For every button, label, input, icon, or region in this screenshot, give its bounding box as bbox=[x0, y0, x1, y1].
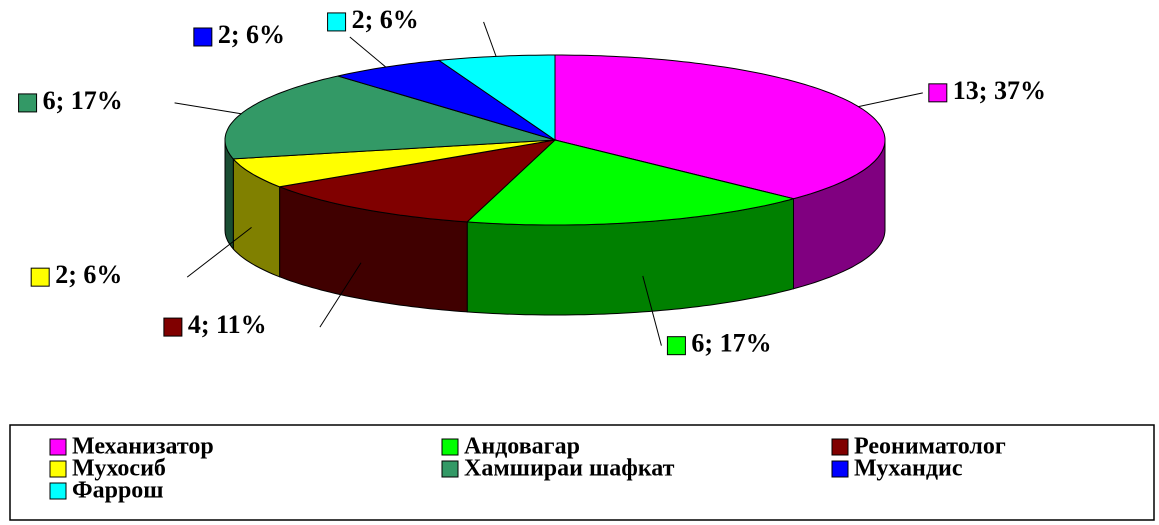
legend-swatch bbox=[831, 460, 849, 478]
data-label: 2; 6% bbox=[218, 20, 285, 49]
leader-line bbox=[174, 102, 242, 115]
legend-label: Хамшираи шафкат bbox=[464, 456, 675, 482]
legend-swatch bbox=[831, 438, 849, 456]
legend-swatch bbox=[441, 460, 459, 478]
label-swatch bbox=[18, 93, 38, 113]
legend-label: Андовагар bbox=[464, 434, 580, 460]
legend-swatch bbox=[441, 438, 459, 456]
label-swatch bbox=[666, 336, 686, 356]
leader-line bbox=[858, 92, 923, 108]
label-swatch bbox=[30, 267, 50, 287]
legend-label: Мухандис bbox=[854, 456, 963, 482]
legend-box bbox=[9, 424, 1155, 521]
legend-label: Реониматолог bbox=[854, 434, 1006, 460]
pie-slice bbox=[224, 75, 556, 160]
pie-slice bbox=[232, 139, 556, 188]
leader-line bbox=[349, 36, 387, 68]
legend-swatch bbox=[49, 482, 67, 500]
legend-swatch bbox=[49, 460, 67, 478]
data-label: 6; 17% bbox=[43, 86, 123, 115]
pie-slice bbox=[437, 54, 556, 141]
pie-slice bbox=[466, 139, 796, 226]
pie-slice bbox=[277, 139, 557, 223]
data-label: 4; 11% bbox=[188, 310, 267, 339]
legend-label: Механизатор bbox=[72, 434, 214, 460]
label-swatch bbox=[193, 27, 213, 47]
legend-swatch bbox=[49, 438, 67, 456]
leader-line bbox=[642, 275, 662, 346]
label-swatch bbox=[928, 83, 948, 103]
legend-label: Фаррош bbox=[72, 478, 164, 504]
data-label: 6; 17% bbox=[691, 329, 771, 358]
legend-label: Мухосиб bbox=[72, 456, 166, 482]
pie-slice bbox=[554, 54, 886, 200]
label-swatch bbox=[327, 12, 347, 32]
leader-line bbox=[483, 21, 497, 57]
data-label: 2; 6% bbox=[55, 260, 122, 289]
data-label: 2; 6% bbox=[352, 5, 419, 34]
label-swatch bbox=[163, 317, 183, 337]
leader-line bbox=[319, 262, 362, 328]
leader-line bbox=[186, 227, 252, 278]
data-label: 13; 37% bbox=[953, 76, 1046, 105]
